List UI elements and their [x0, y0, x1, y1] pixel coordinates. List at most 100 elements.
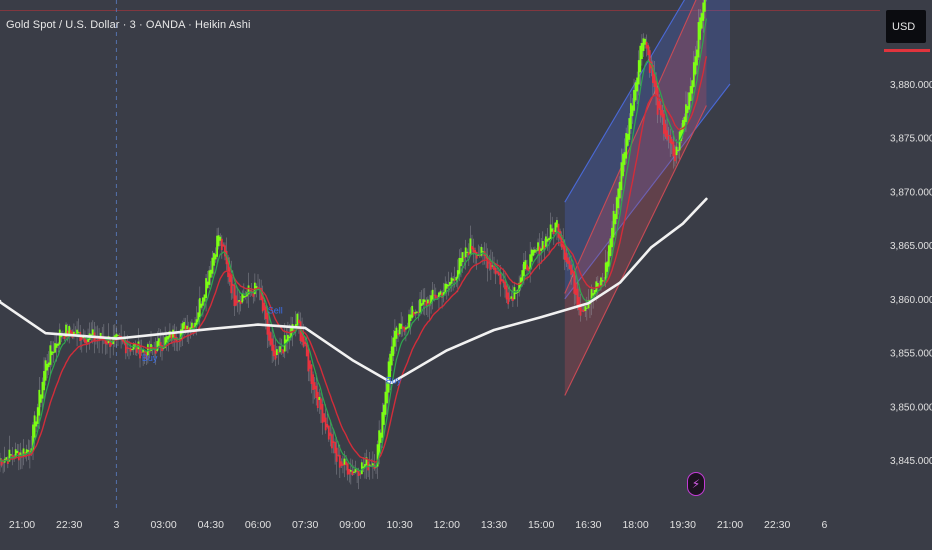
candle-bull	[77, 331, 80, 333]
candle-bear	[502, 280, 505, 284]
candle-bear	[139, 345, 141, 359]
candle-bull	[422, 299, 425, 305]
candle-bull	[680, 127, 683, 141]
candle-bull	[132, 344, 135, 350]
regression-channel-fill-0	[564, 0, 730, 299]
candle-bull	[675, 146, 678, 156]
candle-bear	[220, 238, 223, 251]
candle-bull	[76, 329, 78, 335]
candle-bear	[327, 425, 330, 440]
candle-bull	[39, 394, 42, 403]
candle-bull	[491, 265, 494, 267]
regression-channel-upper-0	[564, 0, 686, 203]
candle-bear	[486, 256, 489, 269]
candle-bear	[310, 364, 313, 385]
y-tick-label: 3,880.000	[890, 80, 932, 91]
candle-bear	[235, 295, 237, 306]
candle-bear	[511, 297, 514, 301]
candle-bear	[603, 280, 606, 282]
candle-bear	[257, 287, 259, 289]
candle-bull	[68, 326, 71, 334]
x-tick-label: 21:00	[717, 519, 743, 531]
candle-bull	[398, 323, 401, 335]
candle-bull	[439, 291, 442, 295]
candle-bull	[697, 22, 700, 58]
candle-bear	[565, 252, 568, 263]
currency-price-marker	[884, 49, 930, 52]
candle-bear	[359, 473, 362, 475]
candle-bull	[0, 458, 1, 461]
candle-bear	[324, 417, 327, 431]
candle-bear	[315, 385, 318, 399]
candle-bear	[225, 250, 228, 265]
candle-bull	[534, 249, 536, 253]
candle-bull	[702, 2, 705, 21]
candle-bull	[32, 424, 34, 451]
candle-bear	[666, 130, 668, 140]
candle-bear	[508, 298, 511, 300]
candle-bull	[294, 324, 297, 328]
candle-bull	[206, 281, 209, 289]
candle-bear	[309, 360, 311, 369]
candle-bull	[41, 381, 44, 399]
candle-bull	[189, 327, 192, 330]
candle-bull	[244, 295, 247, 297]
candle-bear	[129, 348, 132, 352]
lightning-icon[interactable]: ⚡	[687, 472, 705, 496]
candle-bear	[499, 273, 502, 285]
candle-bull	[35, 421, 38, 427]
long-ma-line	[0, 197, 708, 385]
candle-bear	[436, 296, 439, 298]
candle-bull	[620, 162, 623, 191]
candle-bull	[677, 149, 679, 151]
candle-bull	[52, 351, 55, 354]
x-tick-label: 16:30	[575, 519, 601, 531]
candle-bear	[250, 290, 253, 293]
candle-bull	[19, 452, 22, 457]
candle-bear	[135, 345, 138, 353]
signal-label-buy: Buy	[142, 353, 158, 363]
x-tick-label: 21:00	[9, 519, 35, 531]
regression-channel-lower-0	[564, 83, 731, 300]
candle-bear	[397, 333, 399, 336]
candle-bull	[389, 353, 392, 378]
candle-bull	[532, 249, 535, 256]
currency-selector[interactable]: USD	[886, 10, 926, 43]
y-tick-label: 3,855.000	[890, 349, 932, 360]
candle-bear	[84, 337, 86, 343]
candle-bull	[241, 293, 244, 303]
candle-bull	[57, 343, 60, 346]
candle-bear	[345, 461, 348, 466]
candle-bull	[427, 299, 429, 304]
candle-bear	[337, 454, 340, 456]
candle-bear	[2, 462, 5, 464]
candle-bull	[343, 458, 346, 465]
candle-bull	[216, 235, 218, 257]
candle-bear	[282, 349, 285, 354]
candle-bull	[167, 335, 170, 340]
candle-bull	[445, 283, 448, 289]
candle-bull	[395, 327, 398, 339]
candle-bull	[286, 334, 289, 342]
candle-bull	[137, 341, 140, 350]
candle-bull	[16, 450, 19, 454]
candle-bear	[578, 297, 580, 310]
x-tick-label: 07:30	[292, 519, 318, 531]
candle-bear	[263, 302, 266, 311]
candle-bear	[670, 139, 673, 145]
candle-bear	[571, 269, 574, 274]
signal-label-sell: Sell	[268, 306, 283, 316]
candle-bear	[271, 338, 274, 351]
candle-bull	[604, 262, 607, 282]
candle-bear	[80, 336, 83, 340]
candle-bull	[460, 257, 462, 267]
candle-bear	[504, 281, 506, 290]
candle-bull	[466, 251, 469, 253]
candle-bull	[609, 238, 612, 257]
candle-bull	[518, 282, 521, 292]
candle-bull	[554, 222, 557, 233]
candle-bull	[8, 449, 11, 462]
candle-bear	[340, 461, 343, 466]
candle-bull	[203, 294, 206, 302]
